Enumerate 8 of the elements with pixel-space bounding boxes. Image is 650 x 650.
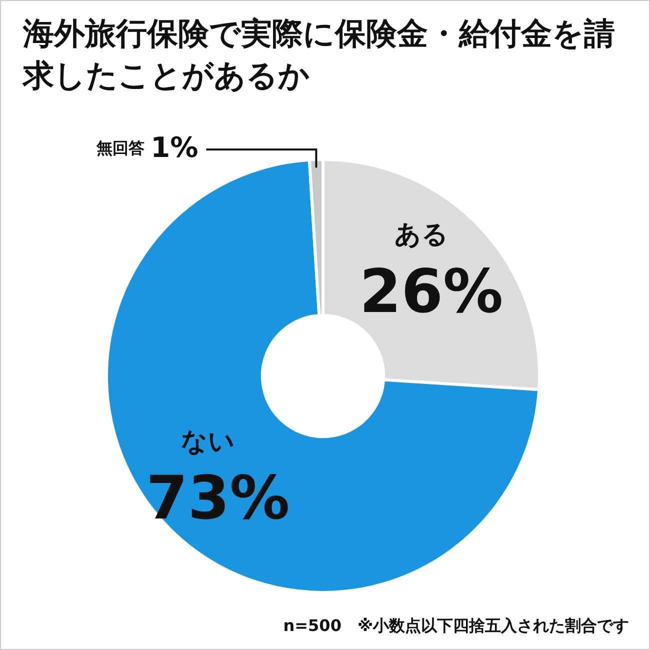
text: n=500 ※小数点以下四捨五入された割合です xyxy=(283,616,629,637)
slice-label: 無回答 xyxy=(96,138,145,158)
chart-title: 海外旅行保険で実際に保険金・給付金を請求したことがあるか xyxy=(23,15,616,96)
slice-label: ない xyxy=(180,426,235,457)
data-label: 73% xyxy=(146,464,290,534)
data-label: 26% xyxy=(359,256,504,327)
slice-label: ある xyxy=(394,220,448,250)
data-label: 1% xyxy=(150,130,198,164)
